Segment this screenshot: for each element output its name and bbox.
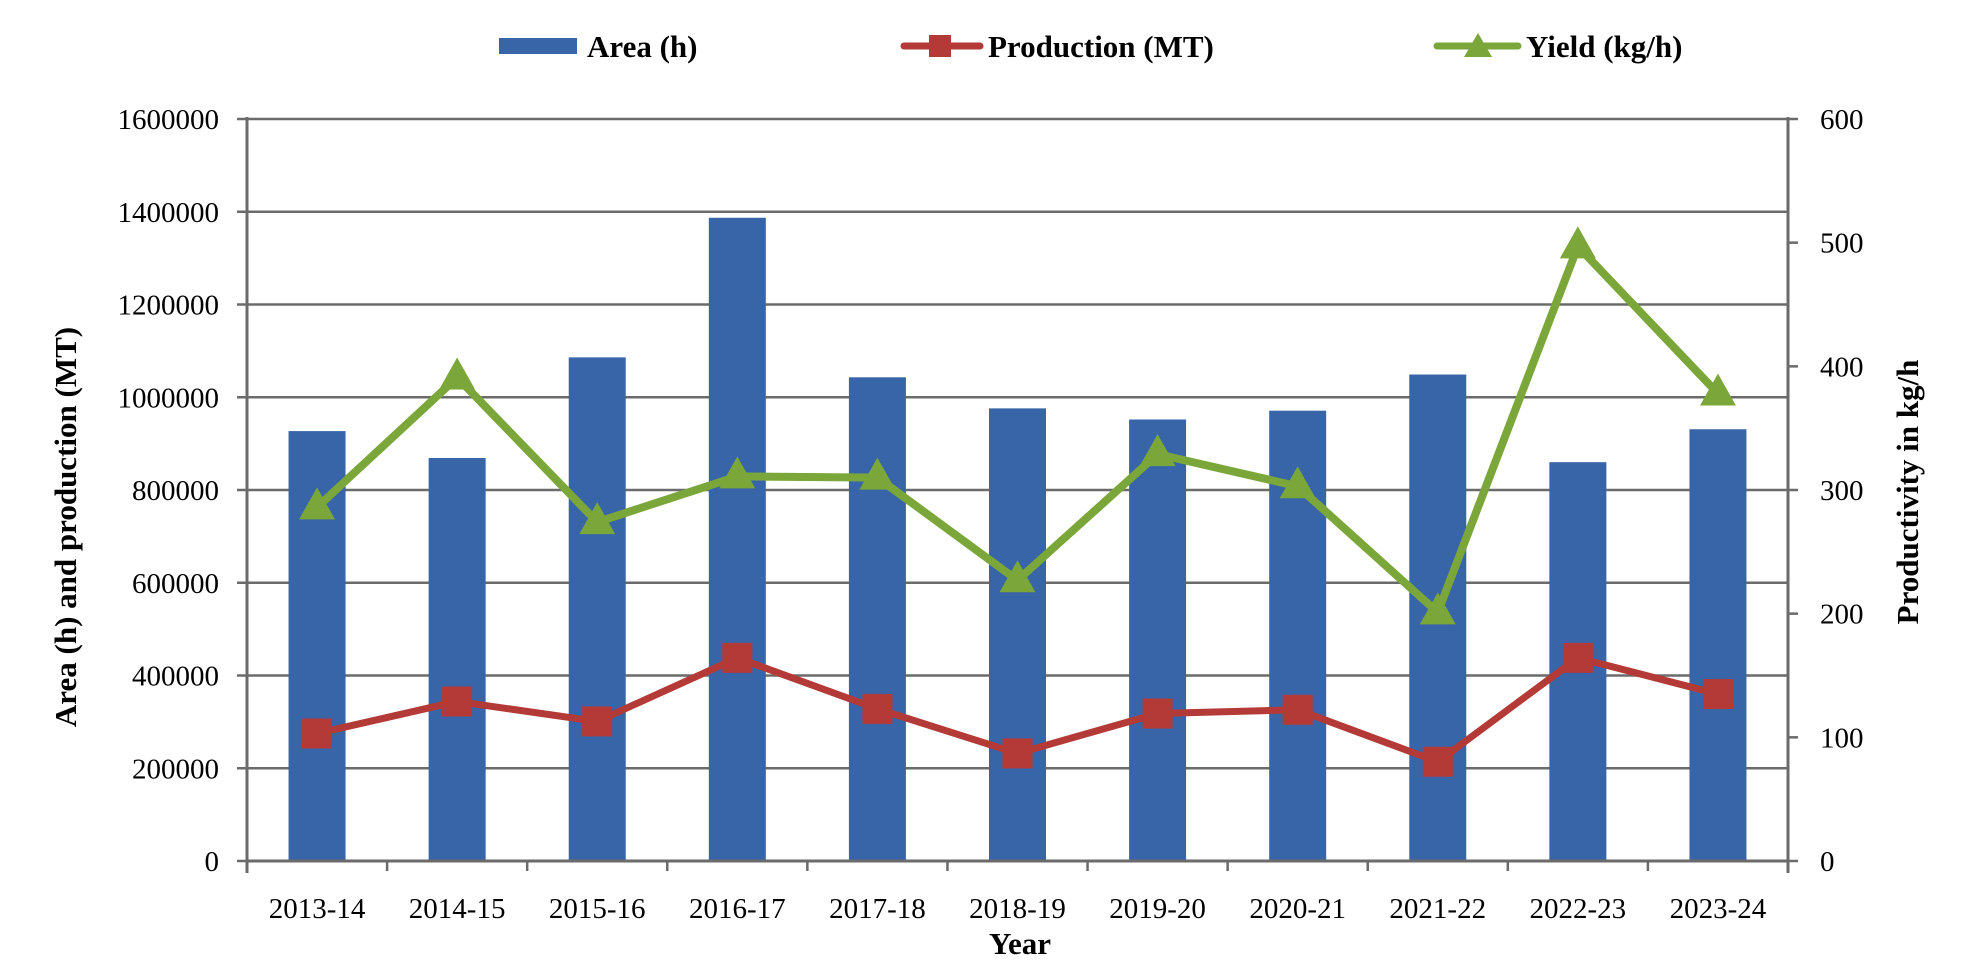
x-axis-title: Year [989,926,1051,961]
yield-marker[interactable] [1419,592,1456,625]
area-bar[interactable] [568,357,626,861]
x-axis-tick-label: 2019-20 [1109,893,1206,925]
x-axis-tick-label: 2017-18 [829,893,926,925]
yield-marker[interactable] [999,560,1036,593]
yield-marker[interactable] [579,502,616,535]
left-axis-tick-label: 600000 [132,568,219,600]
left-axis-tick-label: 1400000 [118,197,220,229]
production-marker[interactable] [1142,698,1173,729]
x-axis-tick-label: 2023-24 [1670,893,1767,925]
area-bar[interactable] [989,408,1046,861]
yield-marker[interactable] [1279,466,1316,499]
area-bar[interactable] [848,377,906,861]
right-axis-tick-label: 500 [1820,228,1864,260]
left-axis-tick-label: 1000000 [118,382,220,414]
right-axis-tick-labels: 0 100 200 300 400 500 600 [1820,104,1864,878]
production-marker[interactable] [1702,679,1733,710]
area-bar[interactable] [708,217,766,861]
area-bar[interactable] [1129,419,1187,861]
production-marker[interactable] [722,642,753,673]
right-axis-tick-label: 100 [1820,722,1864,754]
legend-item-yield[interactable]: Yield (kg/h) [1433,29,1682,64]
left-axis-tick-labels: 0 200000 400000 600000 800000 1000000 1200000 1… [118,104,220,878]
legend-yield-triangle-icon [1464,33,1492,57]
production-series [302,642,1733,777]
yield-marker[interactable] [859,457,896,490]
yield-series [299,226,1736,625]
yield-marker[interactable] [1559,226,1596,259]
production-marker[interactable] [582,706,613,737]
legend-production-square-icon [929,35,951,57]
left-axis-tick-label: 1600000 [118,104,220,136]
x-axis-tick-label: 2013-14 [269,893,366,925]
production-marker[interactable] [302,718,333,749]
area-bar[interactable] [428,458,486,861]
left-axis-tick-label: 800000 [132,475,219,507]
x-axis-tick-label: 2018-19 [969,893,1066,925]
left-axis-tick-label: 200000 [132,753,219,785]
legend: Area (h) Production (MT) Yield (kg/h) [499,29,1682,64]
right-axis-tick-label: 0 [1820,846,1835,878]
right-axis-tick-label: 400 [1820,351,1864,383]
yield-marker[interactable] [1139,434,1176,467]
legend-yield-label: Yield (kg/h) [1526,29,1682,64]
area-bars [288,217,1747,861]
right-axis-tick-label: 200 [1820,599,1864,631]
left-axis-tick-label: 0 [205,846,220,878]
production-marker[interactable] [442,686,473,717]
production-marker[interactable] [862,693,893,724]
legend-production-label: Production (MT) [988,29,1214,64]
x-axis-tick-label: 2016-17 [689,893,786,925]
axes [237,117,1798,873]
x-axis-tick-label: 2014-15 [409,893,506,925]
x-axis-tick-label: 2015-16 [549,893,646,925]
x-axis-tick-labels: 2013-14 2014-15 2015-16 2016-17 2017-18 2018-… [269,893,1767,925]
legend-item-production[interactable]: Production (MT) [900,29,1214,64]
production-marker[interactable] [1562,642,1593,673]
yield-marker[interactable] [1699,373,1736,406]
production-marker[interactable] [1002,738,1033,769]
legend-area-swatch [499,38,577,54]
right-axis-tick-label: 600 [1820,104,1864,136]
area-bar[interactable] [1689,429,1747,861]
yield-marker[interactable] [719,456,756,489]
production-marker[interactable] [1422,746,1453,777]
left-axis-tick-label: 400000 [132,661,219,693]
legend-item-area[interactable]: Area (h) [499,29,697,64]
right-axis-title: Productivity in kg/h [1890,360,1925,625]
x-axis-tick-label: 2021-22 [1389,893,1486,925]
x-axis-tick-label: 2022-23 [1530,893,1627,925]
production-marker[interactable] [1282,694,1313,725]
yield-marker[interactable] [439,357,476,390]
legend-area-label: Area (h) [587,29,697,64]
left-axis-title: Area (h) and production (MT) [48,327,83,727]
right-axis-tick-label: 300 [1820,475,1864,507]
x-axis-tick-label: 2020-21 [1249,893,1346,925]
yield-marker[interactable] [299,487,336,520]
left-axis-tick-label: 1200000 [118,290,220,322]
